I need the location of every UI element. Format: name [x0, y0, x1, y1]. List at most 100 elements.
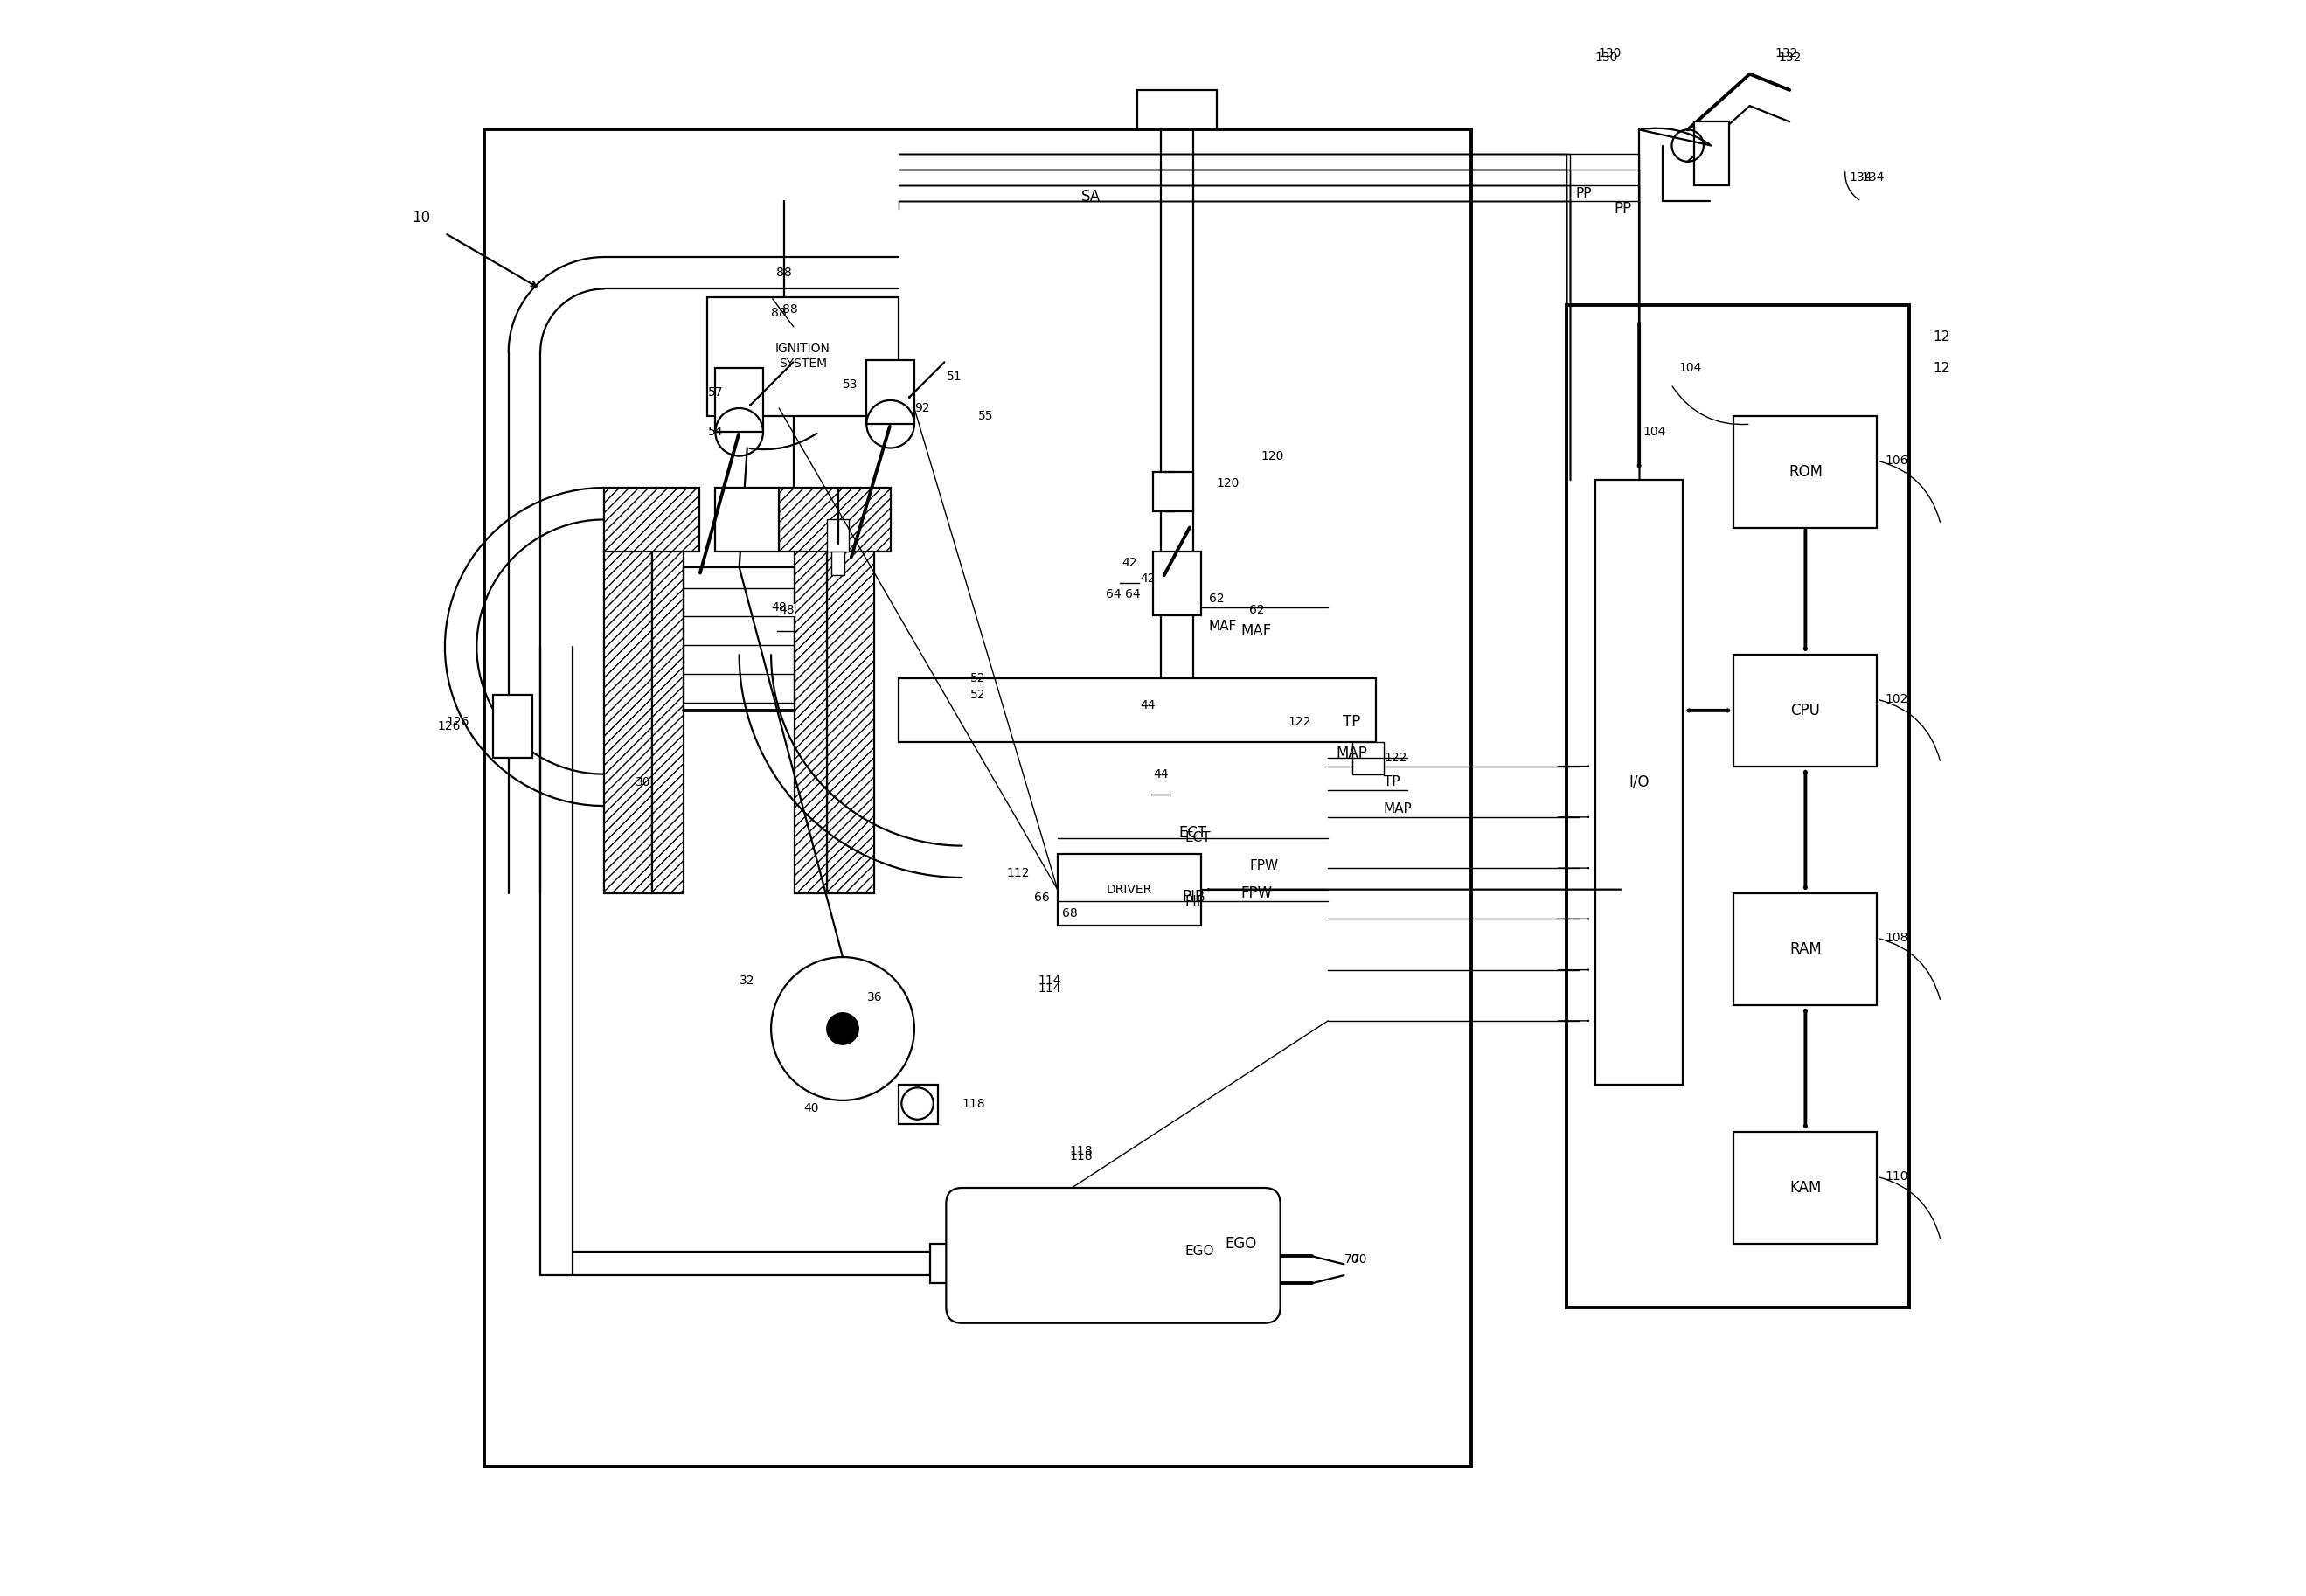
Bar — [653, 543, 683, 894]
Text: EGO: EGO — [1224, 1235, 1257, 1251]
Text: 48: 48 — [779, 605, 796, 616]
Text: 53: 53 — [844, 378, 858, 391]
Text: TP: TP — [1384, 776, 1400, 788]
Text: 120: 120 — [1261, 450, 1284, 461]
Text: 52: 52 — [971, 688, 985, 701]
Bar — [1153, 472, 1192, 512]
Text: PIP: PIP — [1181, 889, 1204, 905]
Bar — [899, 678, 1377, 742]
Bar — [867, 361, 913, 425]
Text: PP: PP — [1575, 187, 1591, 200]
Text: 122: 122 — [1384, 752, 1407, 764]
Text: 92: 92 — [915, 402, 929, 415]
Text: 88: 88 — [782, 303, 798, 316]
Text: 118: 118 — [1070, 1144, 1093, 1157]
Bar — [1153, 551, 1201, 614]
Text: FPW: FPW — [1250, 859, 1280, 871]
Text: 132: 132 — [1778, 53, 1801, 64]
Bar — [832, 551, 844, 575]
Text: 57: 57 — [708, 386, 724, 399]
Text: 64: 64 — [1105, 589, 1121, 600]
Text: I/O: I/O — [1628, 774, 1649, 790]
Bar — [604, 488, 699, 551]
Bar — [1566, 305, 1909, 1307]
Text: 62: 62 — [1250, 605, 1264, 616]
Bar — [1734, 1132, 1877, 1243]
Text: 48: 48 — [770, 602, 786, 613]
Text: 130: 130 — [1598, 48, 1621, 59]
Text: 104: 104 — [1679, 362, 1702, 375]
Text: PP: PP — [1614, 201, 1630, 217]
Text: 52: 52 — [971, 672, 985, 685]
Bar — [796, 543, 828, 894]
Text: 126: 126 — [438, 720, 461, 733]
Text: 12: 12 — [1932, 330, 1949, 343]
Bar — [484, 129, 1471, 1467]
Text: ECT: ECT — [1178, 825, 1206, 841]
Text: 130: 130 — [1596, 53, 1619, 64]
Text: 62: 62 — [1208, 594, 1224, 605]
Text: 51: 51 — [945, 370, 962, 383]
Text: 118: 118 — [962, 1098, 985, 1109]
Text: 102: 102 — [1884, 693, 1907, 705]
Text: 132: 132 — [1776, 48, 1799, 59]
Text: SA: SA — [1082, 188, 1100, 204]
Text: MAF: MAF — [1208, 619, 1236, 632]
Bar — [715, 488, 779, 551]
Text: 42: 42 — [1141, 573, 1155, 584]
Bar — [493, 694, 533, 758]
Text: MAP: MAP — [1335, 745, 1367, 761]
Text: 10: 10 — [413, 209, 431, 225]
Text: DRIVER: DRIVER — [1107, 883, 1153, 895]
Text: ECT: ECT — [1185, 832, 1211, 844]
Bar — [1351, 742, 1384, 774]
Text: 108: 108 — [1884, 932, 1907, 945]
Bar — [1695, 121, 1730, 185]
Text: IGNITION
SYSTEM: IGNITION SYSTEM — [775, 343, 830, 370]
Text: 122: 122 — [1287, 715, 1310, 728]
Text: 44: 44 — [1153, 768, 1169, 780]
Text: 44: 44 — [1141, 699, 1155, 712]
Text: PIP: PIP — [1185, 895, 1206, 908]
Bar — [779, 488, 890, 551]
Text: 54: 54 — [708, 426, 724, 439]
Bar — [828, 543, 874, 894]
Text: 42: 42 — [1121, 557, 1137, 568]
Text: 64: 64 — [1125, 589, 1139, 600]
Text: 30: 30 — [636, 776, 650, 788]
Text: 134: 134 — [1849, 171, 1872, 184]
Bar — [604, 543, 653, 894]
Text: ROM: ROM — [1789, 464, 1822, 480]
Text: 104: 104 — [1642, 426, 1665, 439]
Text: EGO: EGO — [1185, 1245, 1215, 1258]
Text: 126: 126 — [445, 715, 468, 728]
Text: CPU: CPU — [1792, 702, 1819, 718]
Bar — [1734, 654, 1877, 766]
Bar — [708, 297, 899, 417]
Text: TP: TP — [1342, 713, 1361, 729]
Circle shape — [828, 1013, 858, 1045]
Text: RAM: RAM — [1789, 942, 1822, 958]
Text: 36: 36 — [867, 991, 883, 1002]
FancyBboxPatch shape — [945, 1187, 1280, 1323]
Text: 110: 110 — [1884, 1170, 1907, 1183]
Text: MAP: MAP — [1384, 803, 1411, 816]
Text: KAM: KAM — [1789, 1179, 1822, 1195]
Text: 114: 114 — [1038, 983, 1061, 994]
Text: 66: 66 — [1033, 891, 1049, 903]
Bar — [1596, 480, 1683, 1084]
Text: 32: 32 — [740, 975, 754, 986]
Text: 88: 88 — [770, 306, 786, 319]
Bar — [828, 520, 849, 551]
Text: 106: 106 — [1884, 455, 1907, 466]
Text: 88: 88 — [777, 267, 791, 279]
Bar — [715, 369, 763, 433]
Bar — [929, 1243, 962, 1283]
Text: 12: 12 — [1932, 362, 1949, 375]
Bar — [899, 1084, 939, 1124]
Text: 134: 134 — [1861, 171, 1884, 184]
Text: MAF: MAF — [1241, 622, 1273, 638]
Text: FPW: FPW — [1241, 886, 1273, 902]
Bar — [1734, 417, 1877, 528]
Text: 55: 55 — [978, 410, 994, 423]
